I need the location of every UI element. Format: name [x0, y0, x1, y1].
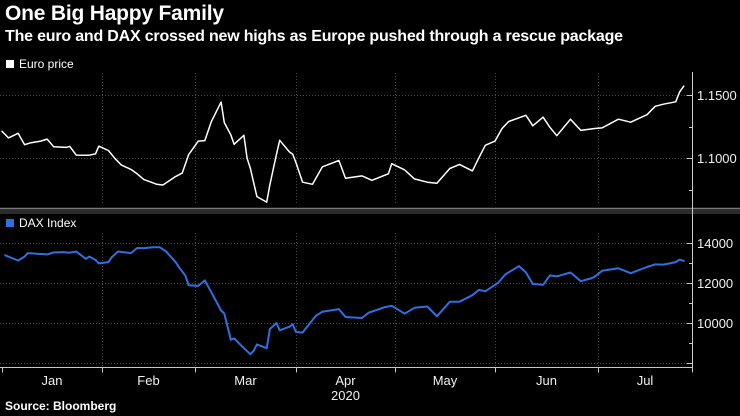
x-month-label: Jan: [42, 373, 63, 388]
y-tick-label: 14000: [697, 236, 733, 251]
x-month-label: Apr: [335, 373, 356, 388]
y-tick-label: 10000: [697, 316, 733, 331]
euro-legend: Euro price: [6, 57, 74, 71]
chart-subtitle: The euro and DAX crossed new highs as Eu…: [5, 28, 623, 45]
panel-divider: [0, 209, 740, 214]
dax-legend-swatch-icon: [6, 219, 14, 227]
dax-legend: DAX Index: [6, 216, 76, 230]
y-tick-label: 12000: [697, 276, 733, 291]
x-month-label: Mar: [234, 373, 257, 388]
x-month-label: Feb: [137, 373, 159, 388]
y-tick-label: 1.1000: [697, 151, 737, 166]
dax-index-line: [4, 246, 685, 356]
x-month-label: May: [433, 373, 458, 388]
euro-legend-swatch-icon: [6, 60, 14, 68]
euro-legend-label: Euro price: [19, 57, 74, 71]
year-label: 2020: [331, 388, 360, 403]
y-tick-label: 1.1500: [697, 88, 737, 103]
x-month-label: Jul: [637, 373, 654, 388]
euro-price-line: [1, 85, 685, 203]
x-month-label: Jun: [536, 373, 557, 388]
dax-legend-label: DAX Index: [19, 216, 77, 230]
source-label: Source: Bloomberg: [5, 399, 117, 413]
chart-title: One Big Happy Family: [5, 2, 224, 25]
